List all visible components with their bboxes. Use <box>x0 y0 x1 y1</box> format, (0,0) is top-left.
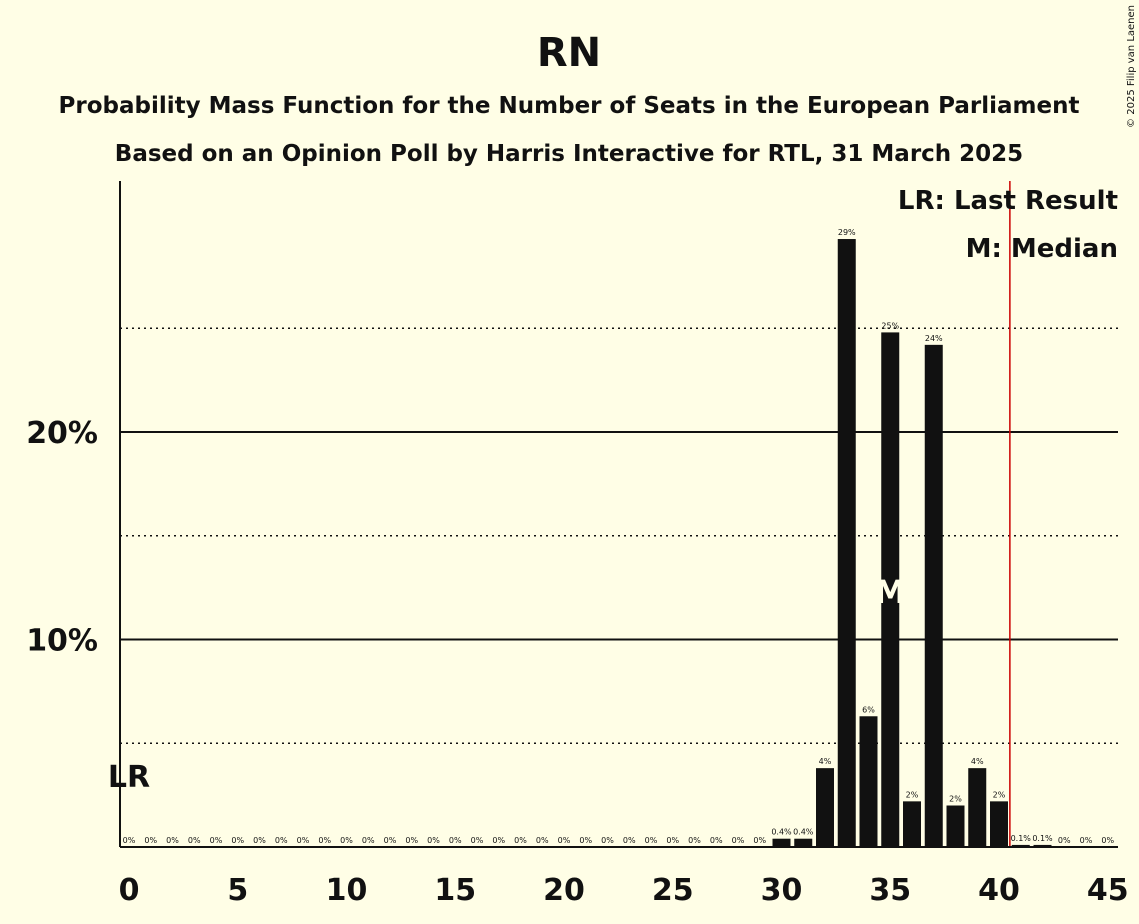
axes: 0 5 10 15 20 25 30 35 40 45 <box>119 181 1129 908</box>
bar-value-label: 0% <box>536 836 549 845</box>
x-tick-label: 40 <box>978 873 1020 908</box>
bar-value-label: 0% <box>144 836 157 845</box>
bar <box>903 801 921 847</box>
bar-value-label: 0% <box>362 836 375 845</box>
bar-value-label: 0% <box>1058 836 1071 845</box>
last-result-marker: LR <box>108 760 150 795</box>
bar-value-label: 0% <box>318 836 331 845</box>
bar <box>794 838 813 847</box>
bar-value-label: 0.4% <box>793 828 814 837</box>
x-tick-label: 45 <box>1087 873 1129 908</box>
bar-value-label: 6% <box>862 705 875 714</box>
bar-value-label: 0% <box>166 836 179 845</box>
bar-value-label: 0% <box>514 836 527 845</box>
bar-value-label: 25% <box>881 321 899 330</box>
bar-value-label: 0% <box>1101 836 1114 845</box>
x-tick-label: 35 <box>869 873 911 908</box>
bar <box>990 801 1008 847</box>
bar-value-label: 0% <box>732 836 745 845</box>
bar <box>772 838 791 847</box>
bar-value-label: 0% <box>123 836 136 845</box>
bars <box>772 239 1052 847</box>
bar-value-label: 0% <box>710 836 723 845</box>
bar-value-label: 0% <box>492 836 505 845</box>
bar-value-label: 0% <box>471 836 484 845</box>
bar-value-label: 0% <box>405 836 418 845</box>
bar-value-label: 0% <box>558 836 571 845</box>
bar-value-label: 0% <box>253 836 266 845</box>
bar-labels: 0% 0% 0% 0% 0% 0% 0% 0% 0% 0% 0% 0% 0% 0% 0% 0% 0% 0% 0% 0%… <box>123 228 1115 845</box>
bar-value-label: 0% <box>666 836 679 845</box>
bar-value-label: 0% <box>688 836 701 845</box>
bar-value-label: 2% <box>993 790 1006 799</box>
legend-last-result: LR: Last Result <box>898 186 1118 216</box>
bar-value-label: 0% <box>449 836 462 845</box>
bar-value-label: 29% <box>838 228 856 237</box>
x-tick-label: 5 <box>227 873 248 908</box>
bar-value-label: 0.1% <box>1032 834 1053 843</box>
x-tick-label: 15 <box>434 873 476 908</box>
bar-value-label: 4% <box>819 757 832 766</box>
x-tick-label: 25 <box>652 873 694 908</box>
x-tick-label: 10 <box>326 873 368 908</box>
bar-value-label: 0% <box>297 836 310 845</box>
bar-value-label: 0% <box>427 836 440 845</box>
bar <box>1033 844 1052 847</box>
chart-title: RN <box>537 30 601 76</box>
bar-value-label: 0% <box>601 836 614 845</box>
x-tick-label: 30 <box>761 873 803 908</box>
y-tick-label: 10% <box>26 624 98 659</box>
bar-value-label: 0% <box>1080 836 1093 845</box>
bar-value-label: 4% <box>971 757 984 766</box>
markers: M LR <box>108 181 1011 847</box>
bar-value-label: 2% <box>949 795 962 804</box>
bar <box>946 805 965 847</box>
bar <box>859 716 878 847</box>
chart-subtitle: Probability Mass Function for the Number… <box>59 93 1080 119</box>
copyright: © 2025 Filip van Laenen <box>1126 5 1137 128</box>
bar-value-label: 0% <box>753 836 766 845</box>
bar-value-label: 24% <box>925 334 943 343</box>
bar-value-label: 0% <box>188 836 201 845</box>
bar-value-label: 0% <box>275 836 288 845</box>
bar-value-label: 0% <box>623 836 636 845</box>
bar <box>837 239 856 847</box>
grid: 10% 20% <box>26 327 1118 745</box>
chart-subtitle-2: Based on an Opinion Poll by Harris Inter… <box>115 141 1023 167</box>
bar <box>816 768 834 847</box>
bar-value-label: 0% <box>340 836 353 845</box>
bar-value-label: 2% <box>906 790 919 799</box>
x-tick-label: 20 <box>543 873 585 908</box>
bar <box>881 332 900 847</box>
bar-value-label: 0% <box>210 836 223 845</box>
bar <box>968 768 987 847</box>
x-tick-label: 0 <box>119 873 140 908</box>
bar <box>1011 844 1030 847</box>
bar-value-label: 0% <box>645 836 658 845</box>
bar-value-label: 0% <box>384 836 397 845</box>
bar <box>924 344 943 847</box>
bar-value-label: 0.4% <box>771 828 792 837</box>
median-marker: M <box>874 573 906 611</box>
legend-median: M: Median <box>966 234 1118 264</box>
bar-value-label: 0.1% <box>1011 834 1032 843</box>
bar-value-label: 0% <box>231 836 244 845</box>
y-tick-label: 20% <box>26 416 98 451</box>
bar-value-label: 0% <box>579 836 592 845</box>
